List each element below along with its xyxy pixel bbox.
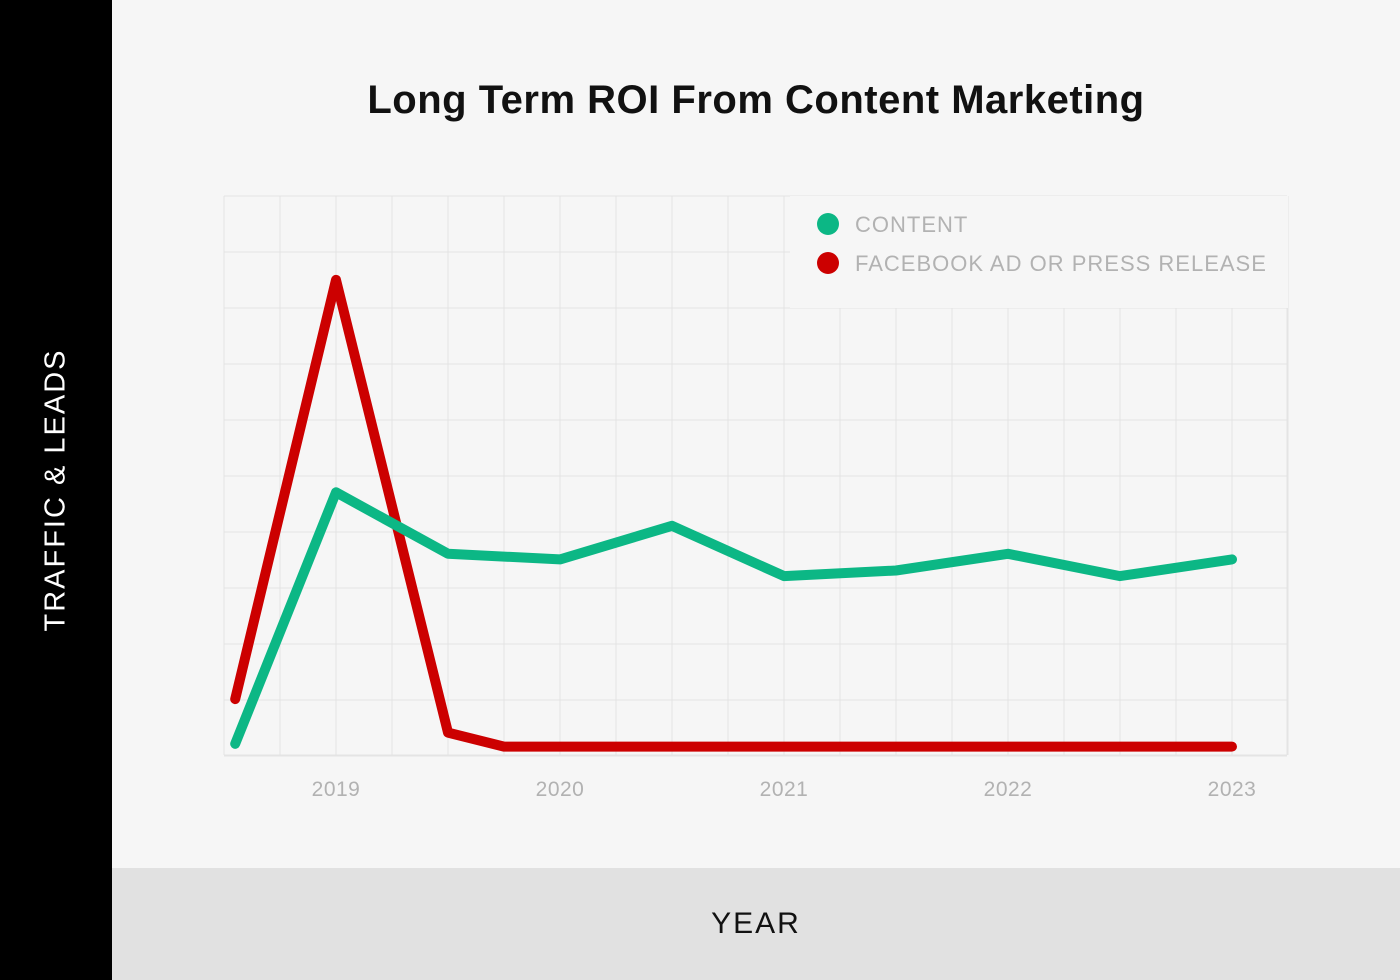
x-tick-label: 2020 — [536, 778, 585, 801]
legend-label-content: CONTENT — [855, 212, 968, 237]
legend-marker-facebook-ad — [817, 252, 839, 274]
legend: CONTENT FACEBOOK AD OR PRESS RELEASE — [790, 196, 1288, 308]
x-tick-label: 2023 — [1208, 778, 1257, 801]
x-axis-label: YEAR — [711, 907, 801, 940]
x-axis-label-band: YEAR — [112, 868, 1400, 980]
series-lines — [230, 274, 1237, 752]
y-axis-label-band: TRAFFIC & LEADS — [0, 0, 112, 980]
x-tick-label: 2019 — [312, 778, 361, 801]
series-line-facebook-ad — [230, 274, 1237, 752]
grid — [223, 195, 1289, 757]
chart-title: Long Term ROI From Content Marketing — [367, 78, 1145, 122]
legend-label-facebook-ad: FACEBOOK AD OR PRESS RELEASE — [855, 251, 1267, 276]
series-line-content — [230, 487, 1237, 749]
legend-background — [790, 196, 1288, 308]
legend-marker-content — [817, 213, 839, 235]
x-tick-label: 2021 — [760, 778, 809, 801]
x-axis-ticks: 2019 2020 2021 2022 2023 — [312, 778, 1257, 801]
x-tick-label: 2022 — [984, 778, 1033, 801]
